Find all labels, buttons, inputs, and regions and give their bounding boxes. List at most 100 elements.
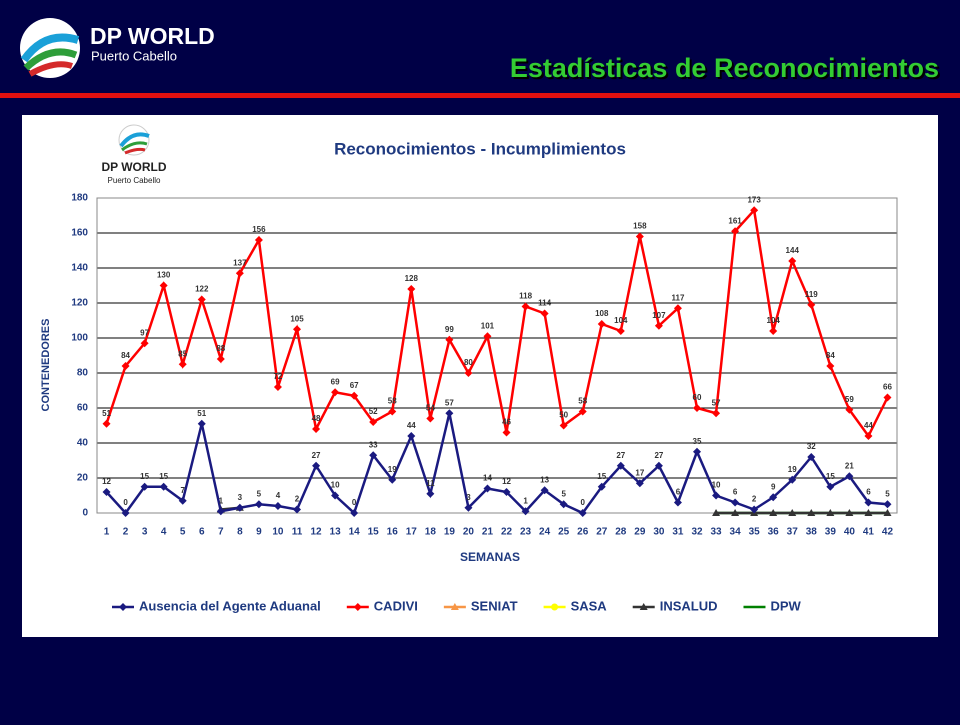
x-tick-label: 33: [710, 527, 722, 538]
x-tick-label: 41: [863, 527, 875, 538]
data-label: 3: [238, 493, 243, 502]
chart-panel: [22, 115, 938, 637]
data-label: 158: [633, 222, 647, 231]
legend-marker: [119, 603, 127, 611]
plot-border: [96, 197, 898, 514]
data-label: 19: [788, 465, 797, 474]
point: [731, 498, 740, 507]
point: [521, 507, 530, 516]
data-label: 5: [561, 489, 566, 498]
legend-label: DPW: [770, 598, 801, 613]
x-tick-label: 21: [482, 527, 494, 538]
point: [235, 503, 244, 512]
y-tick-label: 40: [77, 438, 89, 449]
point: [845, 472, 854, 481]
point: [464, 503, 473, 512]
x-tick-label: 14: [349, 527, 361, 538]
data-label: 60: [693, 393, 702, 402]
point: [216, 507, 225, 516]
data-label: 17: [635, 468, 644, 477]
data-label: 51: [102, 409, 111, 418]
point: [254, 500, 263, 509]
chart-title: Reconocimientos - Incumplimientos: [334, 139, 626, 158]
data-label: 27: [654, 451, 663, 460]
x-tick-label: 13: [330, 527, 342, 538]
point: [616, 461, 625, 470]
data-label: 48: [312, 414, 321, 423]
point: [883, 393, 892, 402]
point: [673, 304, 682, 313]
point: [483, 332, 492, 341]
point: [864, 432, 873, 440]
data-label: 7: [180, 486, 185, 495]
data-label: 72: [273, 372, 282, 381]
legend-marker: [353, 603, 362, 611]
legend-label: Ausencia del Agente Aduanal: [139, 598, 321, 613]
data-label: 108: [595, 309, 609, 318]
data-label: 54: [426, 404, 435, 413]
data-label: 6: [733, 488, 738, 497]
data-label: 59: [845, 395, 854, 404]
point: [616, 327, 625, 335]
x-axis-label: SEMANAS: [460, 550, 520, 564]
x-tick-label: 25: [558, 527, 570, 538]
point: [293, 505, 301, 514]
data-label: 51: [197, 409, 206, 418]
data-label: 15: [140, 472, 149, 481]
x-tick-label: 10: [272, 527, 284, 538]
x-tick-label: 40: [844, 527, 856, 538]
point: [750, 206, 759, 215]
data-label: 118: [519, 292, 532, 301]
logo-swirl: [121, 141, 148, 152]
legend-label: INSALUD: [660, 598, 718, 613]
point: [712, 491, 721, 500]
data-label: 44: [864, 421, 873, 430]
point: [597, 320, 606, 328]
data-label: 66: [883, 383, 892, 392]
x-tick-label: 34: [730, 527, 742, 538]
data-label: 119: [805, 290, 818, 299]
y-tick-label: 60: [77, 403, 89, 414]
data-label: 15: [159, 472, 168, 481]
data-label: 156: [252, 225, 266, 234]
point: [388, 475, 397, 484]
x-tick-label: 2: [123, 527, 129, 538]
point: [197, 419, 206, 428]
data-label: 3: [466, 493, 471, 502]
point: [331, 491, 340, 500]
data-label: 97: [140, 328, 149, 337]
series-line: [105, 207, 889, 439]
data-label: 173: [747, 195, 761, 204]
point: [635, 232, 644, 241]
data-label: 10: [712, 481, 721, 490]
subbrand: Puerto Cabello: [91, 48, 177, 63]
point: [140, 339, 149, 348]
point: [445, 409, 454, 418]
data-label: 46: [502, 418, 511, 427]
logo-swirl: [28, 61, 73, 77]
x-tick-label: 42: [882, 527, 894, 538]
data-label: 1: [523, 496, 528, 505]
x-tick-label: 27: [596, 527, 608, 538]
x-tick-label: 26: [577, 527, 589, 538]
logo-swirl: [20, 33, 80, 63]
data-label: 9: [771, 482, 776, 491]
data-label: 80: [464, 358, 473, 367]
data-label: 84: [121, 351, 130, 360]
data-label: 32: [807, 442, 816, 451]
point: [407, 432, 416, 440]
data-label: 122: [195, 285, 209, 294]
point: [121, 362, 130, 370]
point: [273, 383, 282, 391]
point: [769, 327, 778, 335]
point: [807, 300, 816, 309]
point: [464, 369, 473, 377]
data-label: 6: [866, 488, 871, 497]
y-tick-label: 160: [71, 228, 88, 239]
point: [769, 493, 778, 502]
legend-label: SASA: [571, 598, 608, 613]
point: [826, 509, 835, 516]
data-label: 10: [331, 481, 340, 490]
x-tick-label: 3: [142, 527, 148, 538]
point: [178, 360, 187, 369]
